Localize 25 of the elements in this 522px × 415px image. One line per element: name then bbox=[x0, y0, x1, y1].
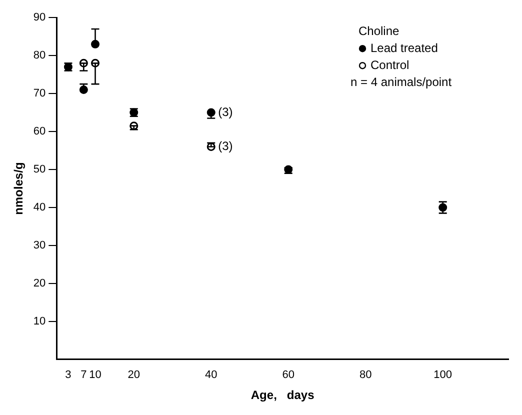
y-tick-label: 50 bbox=[33, 164, 46, 176]
x-tick-label: 20 bbox=[128, 369, 140, 382]
annotation: n = 4 animals/point bbox=[350, 74, 452, 89]
annotation: (3) bbox=[218, 104, 233, 119]
x-tick-label: 40 bbox=[204, 369, 218, 382]
y-axis-title: nmoles/g bbox=[12, 162, 26, 215]
y-tick-label: 90 bbox=[33, 12, 46, 24]
legend-title: Choline bbox=[358, 24, 400, 38]
y-tick-label: 70 bbox=[33, 88, 46, 100]
y-tick-label: 60 bbox=[33, 126, 46, 138]
x-axis-title: Age, days bbox=[250, 388, 315, 402]
x-tick-label: 100 bbox=[434, 369, 452, 382]
x-tick-label: 10 bbox=[89, 369, 102, 382]
legend-label: Lead treated bbox=[370, 40, 438, 55]
x-tick-label: 80 bbox=[359, 369, 372, 382]
legend-label: Control bbox=[370, 58, 410, 72]
y-tick-label: 80 bbox=[33, 50, 46, 62]
annotation: (3) bbox=[218, 139, 233, 154]
y-tick-label: 40 bbox=[33, 202, 46, 214]
y-tick-label: 20 bbox=[33, 277, 46, 290]
x-tick-label: 7 bbox=[80, 369, 87, 382]
y-tick-label: 30 bbox=[33, 240, 46, 252]
x-tick-label: 3 bbox=[65, 369, 72, 382]
x-tick-label: 60 bbox=[282, 369, 294, 382]
y-tick-label: 10 bbox=[33, 315, 46, 328]
